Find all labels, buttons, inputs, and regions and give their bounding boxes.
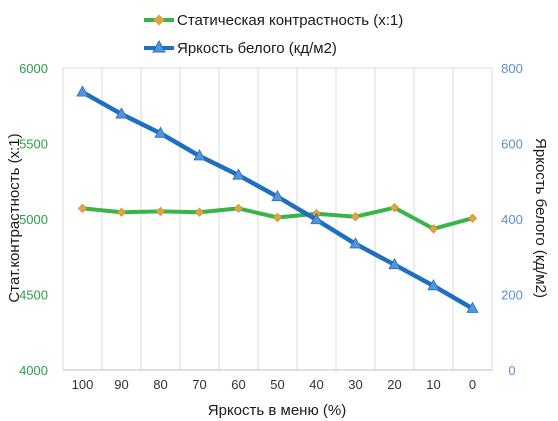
data-point <box>194 207 205 217</box>
legend-label-contrast: Статическая контрастность (x:1) <box>177 12 403 29</box>
legend-marker-contrast <box>153 14 165 26</box>
data-point <box>271 189 284 202</box>
left-axis-tick-label: 5000 <box>19 212 48 227</box>
data-point <box>349 237 362 249</box>
x-axis-tick-label: 90 <box>114 377 128 392</box>
series-layer <box>76 85 479 313</box>
left-axis-ticks: 4000 4500 5000 5500 6000 <box>19 61 48 378</box>
plot-border <box>63 67 492 371</box>
right-axis-title: Яркость белого (кд/м2) <box>532 138 549 298</box>
x-axis-tick-label: 60 <box>231 377 245 392</box>
legend: Статическая контрастность (x:1) Яркость … <box>144 12 403 57</box>
data-point <box>389 203 400 213</box>
x-axis-tick-label: 0 <box>469 377 476 392</box>
x-axis-tick-label: 50 <box>270 377 284 392</box>
data-point <box>116 207 127 217</box>
data-point <box>427 278 440 291</box>
x-axis-title: Яркость в меню (%) <box>208 402 346 419</box>
right-axis-tick-label: 600 <box>501 137 523 152</box>
x-axis-tick-label: 20 <box>387 377 401 392</box>
right-axis-tick-label: 800 <box>501 61 523 76</box>
data-point <box>272 212 283 223</box>
data-point <box>76 85 89 97</box>
data-point <box>232 168 245 180</box>
x-axis-tick-label: 80 <box>153 377 167 392</box>
data-point <box>466 301 479 313</box>
legend-item-brightness: Яркость белого (кд/м2) <box>144 39 337 57</box>
right-axis-tick-label: 0 <box>508 363 515 378</box>
right-axis-tick-label: 400 <box>501 212 523 227</box>
legend-item-contrast: Статическая контрастность (x:1) <box>144 12 403 29</box>
x-axis-tick-label: 10 <box>426 377 440 392</box>
data-point <box>233 203 244 214</box>
x-axis-tick-label: 30 <box>348 377 362 392</box>
x-axis-ticks: 100 90 80 70 60 50 40 30 20 10 0 <box>72 377 476 392</box>
data-point <box>154 126 167 138</box>
x-axis-tick-label: 100 <box>72 377 94 392</box>
left-axis-tick-label: 4500 <box>19 288 48 303</box>
data-point <box>155 206 166 217</box>
series-brightness <box>76 85 479 313</box>
x-axis-tick-label: 70 <box>192 377 206 392</box>
x-axis-tick-label: 40 <box>309 377 323 392</box>
left-axis-tick-label: 5500 <box>19 137 48 152</box>
data-point <box>388 257 401 270</box>
data-point <box>467 213 478 223</box>
left-axis-tick-label: 4000 <box>19 363 48 378</box>
data-point <box>77 203 88 214</box>
data-point <box>115 107 128 119</box>
data-point <box>428 224 439 234</box>
left-axis-tick-label: 6000 <box>19 61 48 76</box>
left-axis-title: Стат.контрастность (x:1) <box>6 133 23 302</box>
series-contrast <box>77 203 478 234</box>
legend-label-brightness: Яркость белого (кд/м2) <box>177 40 337 57</box>
data-point <box>310 212 323 225</box>
data-point <box>350 212 361 222</box>
legend-marker-brightness <box>152 39 166 53</box>
right-axis-tick-label: 200 <box>501 288 523 303</box>
data-point <box>193 149 206 161</box>
right-axis-ticks: 0 200 400 600 800 <box>501 61 523 378</box>
